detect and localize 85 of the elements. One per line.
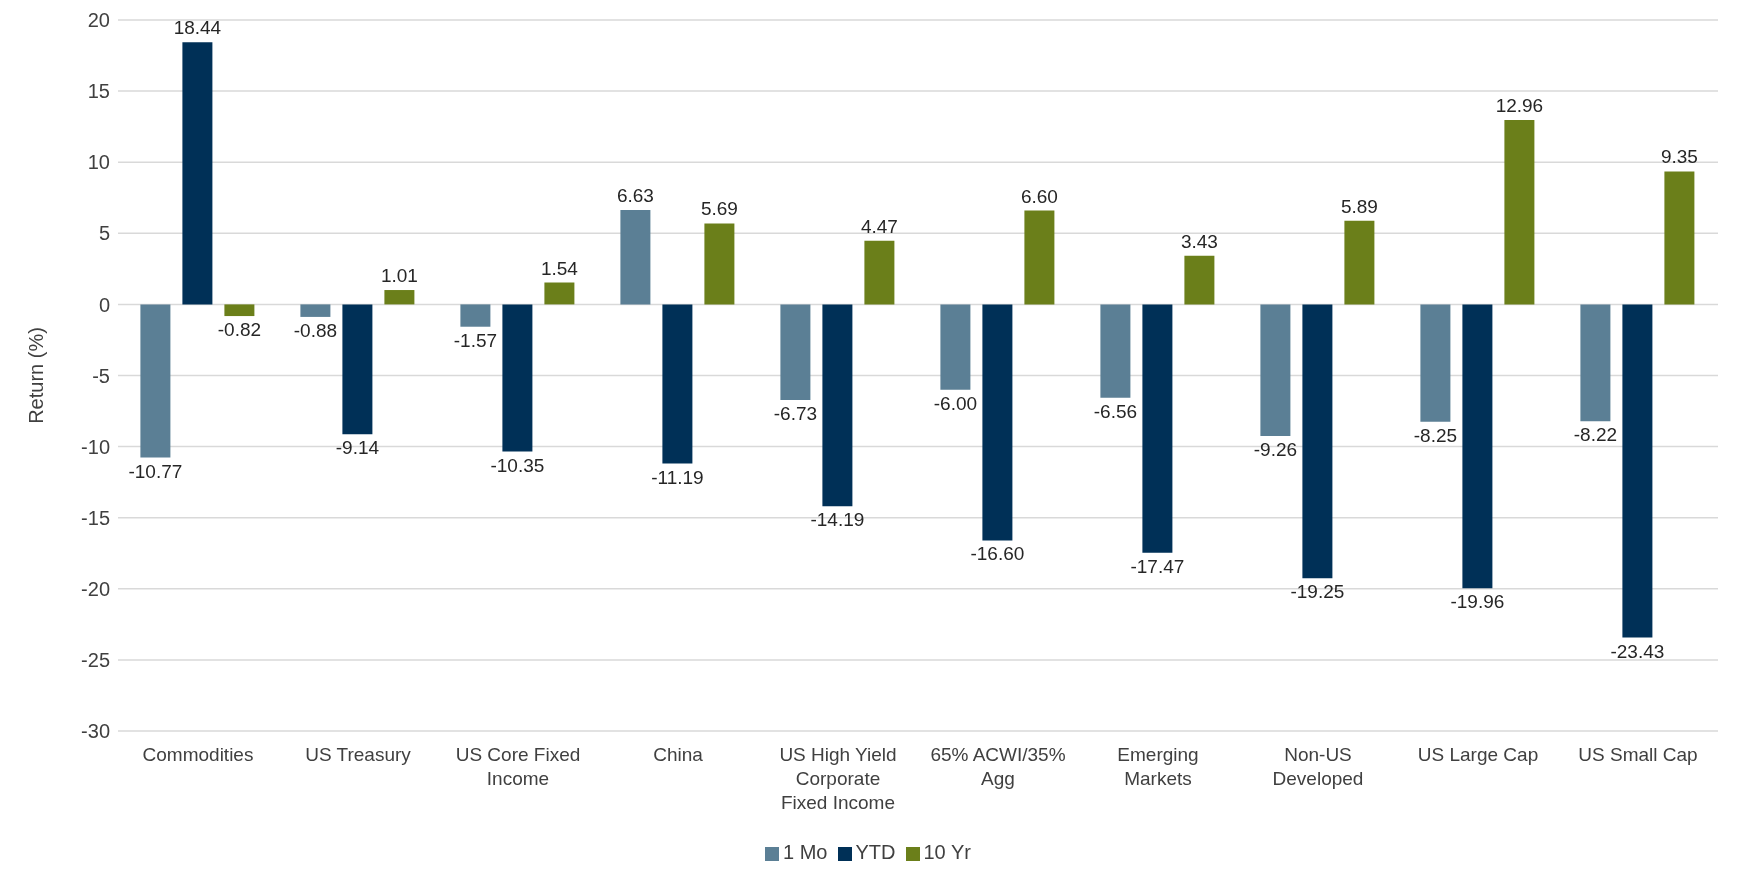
bar — [140, 304, 171, 458]
data-label: -6.73 — [773, 403, 818, 425]
y-tick-label: -20 — [81, 577, 110, 600]
data-label: -10.35 — [490, 454, 545, 476]
data-label: 1.54 — [540, 257, 579, 279]
data-label: -8.22 — [1573, 424, 1618, 446]
data-label: -19.25 — [1290, 581, 1345, 603]
bar — [940, 304, 971, 390]
y-tick-label: 20 — [87, 9, 110, 32]
data-label: 4.47 — [860, 215, 898, 237]
data-label: 5.89 — [1340, 195, 1378, 217]
bar — [182, 42, 213, 305]
bar — [1580, 304, 1611, 422]
x-tick-label: US High Yield Corporate Fixed Income — [779, 744, 897, 813]
data-label: -9.26 — [1253, 439, 1298, 461]
bar — [342, 304, 373, 435]
data-label: 3.43 — [1180, 230, 1218, 252]
bar — [384, 290, 415, 305]
data-label: -0.88 — [293, 319, 338, 341]
data-label: -11.19 — [651, 466, 704, 488]
y-tick-label: -10 — [81, 435, 110, 458]
x-tick-label: 65% ACWI/35% Agg — [930, 744, 1066, 789]
x-tick-label: US Large Cap — [1417, 744, 1539, 765]
data-label: -19.96 — [1450, 591, 1505, 613]
x-tick-label: China — [653, 744, 704, 765]
bar — [1100, 304, 1131, 398]
bar — [1664, 171, 1695, 305]
y-tick-label: 10 — [87, 151, 110, 174]
bar — [1504, 120, 1535, 305]
y-tick-label: -5 — [92, 364, 110, 387]
y-tick-label: -15 — [81, 506, 110, 529]
data-label: -17.47 — [1130, 555, 1185, 577]
data-label: 12.96 — [1495, 95, 1544, 117]
bar — [1024, 210, 1055, 305]
bar — [1142, 304, 1173, 553]
legend-label: 1 Mo — [783, 841, 828, 863]
data-label: -8.25 — [1413, 424, 1458, 446]
data-label: -6.56 — [1093, 400, 1138, 422]
bar — [502, 304, 533, 452]
y-tick-label: 0 — [98, 293, 110, 316]
x-tick-label: Commodities — [142, 744, 254, 765]
bar — [1420, 304, 1451, 422]
bar — [460, 304, 491, 327]
bar — [1344, 220, 1375, 305]
data-label: -9.14 — [335, 437, 380, 459]
y-tick-label: -25 — [81, 649, 110, 671]
data-label: 6.63 — [616, 185, 654, 207]
data-label: 5.69 — [700, 198, 738, 220]
x-tick-label: US Core Fixed Income — [455, 744, 581, 789]
bar — [544, 282, 575, 305]
bar — [620, 210, 651, 305]
legend-label: YTD — [855, 841, 896, 863]
legend-label: 10 Yr — [923, 841, 971, 863]
bar — [704, 223, 735, 305]
data-label: 6.60 — [1020, 185, 1058, 207]
data-label: -16.60 — [970, 543, 1025, 565]
y-tick-label: -30 — [81, 720, 110, 743]
data-label: -10.77 — [128, 460, 183, 482]
data-label: -14.19 — [810, 509, 865, 531]
x-tick-label: Emerging Markets — [1117, 744, 1199, 789]
y-axis-title: Return (%) — [25, 327, 48, 424]
bar — [822, 304, 853, 507]
y-tick-label: 15 — [87, 80, 110, 103]
y-tick-label: 5 — [98, 222, 110, 245]
bar — [1302, 304, 1333, 579]
bar — [224, 304, 255, 317]
bar — [1260, 304, 1291, 437]
bar — [1622, 304, 1653, 638]
bar — [1462, 304, 1493, 589]
data-label: -1.57 — [453, 329, 498, 351]
data-label: 1.01 — [380, 265, 418, 287]
bar — [300, 304, 331, 317]
bar — [864, 240, 895, 305]
bar — [662, 304, 693, 464]
x-tick-label: Non-US Developed — [1272, 744, 1364, 789]
data-label: 9.35 — [1660, 146, 1698, 168]
bar — [982, 304, 1013, 541]
data-label: -6.00 — [933, 392, 978, 414]
x-tick-label: US Small Cap — [1578, 744, 1698, 765]
data-label: 18.44 — [173, 17, 222, 39]
bar — [780, 304, 811, 401]
data-label: -0.82 — [217, 319, 262, 341]
data-label: -23.43 — [1610, 640, 1665, 662]
bar — [1184, 255, 1215, 305]
x-tick-label: US Treasury — [305, 744, 412, 765]
